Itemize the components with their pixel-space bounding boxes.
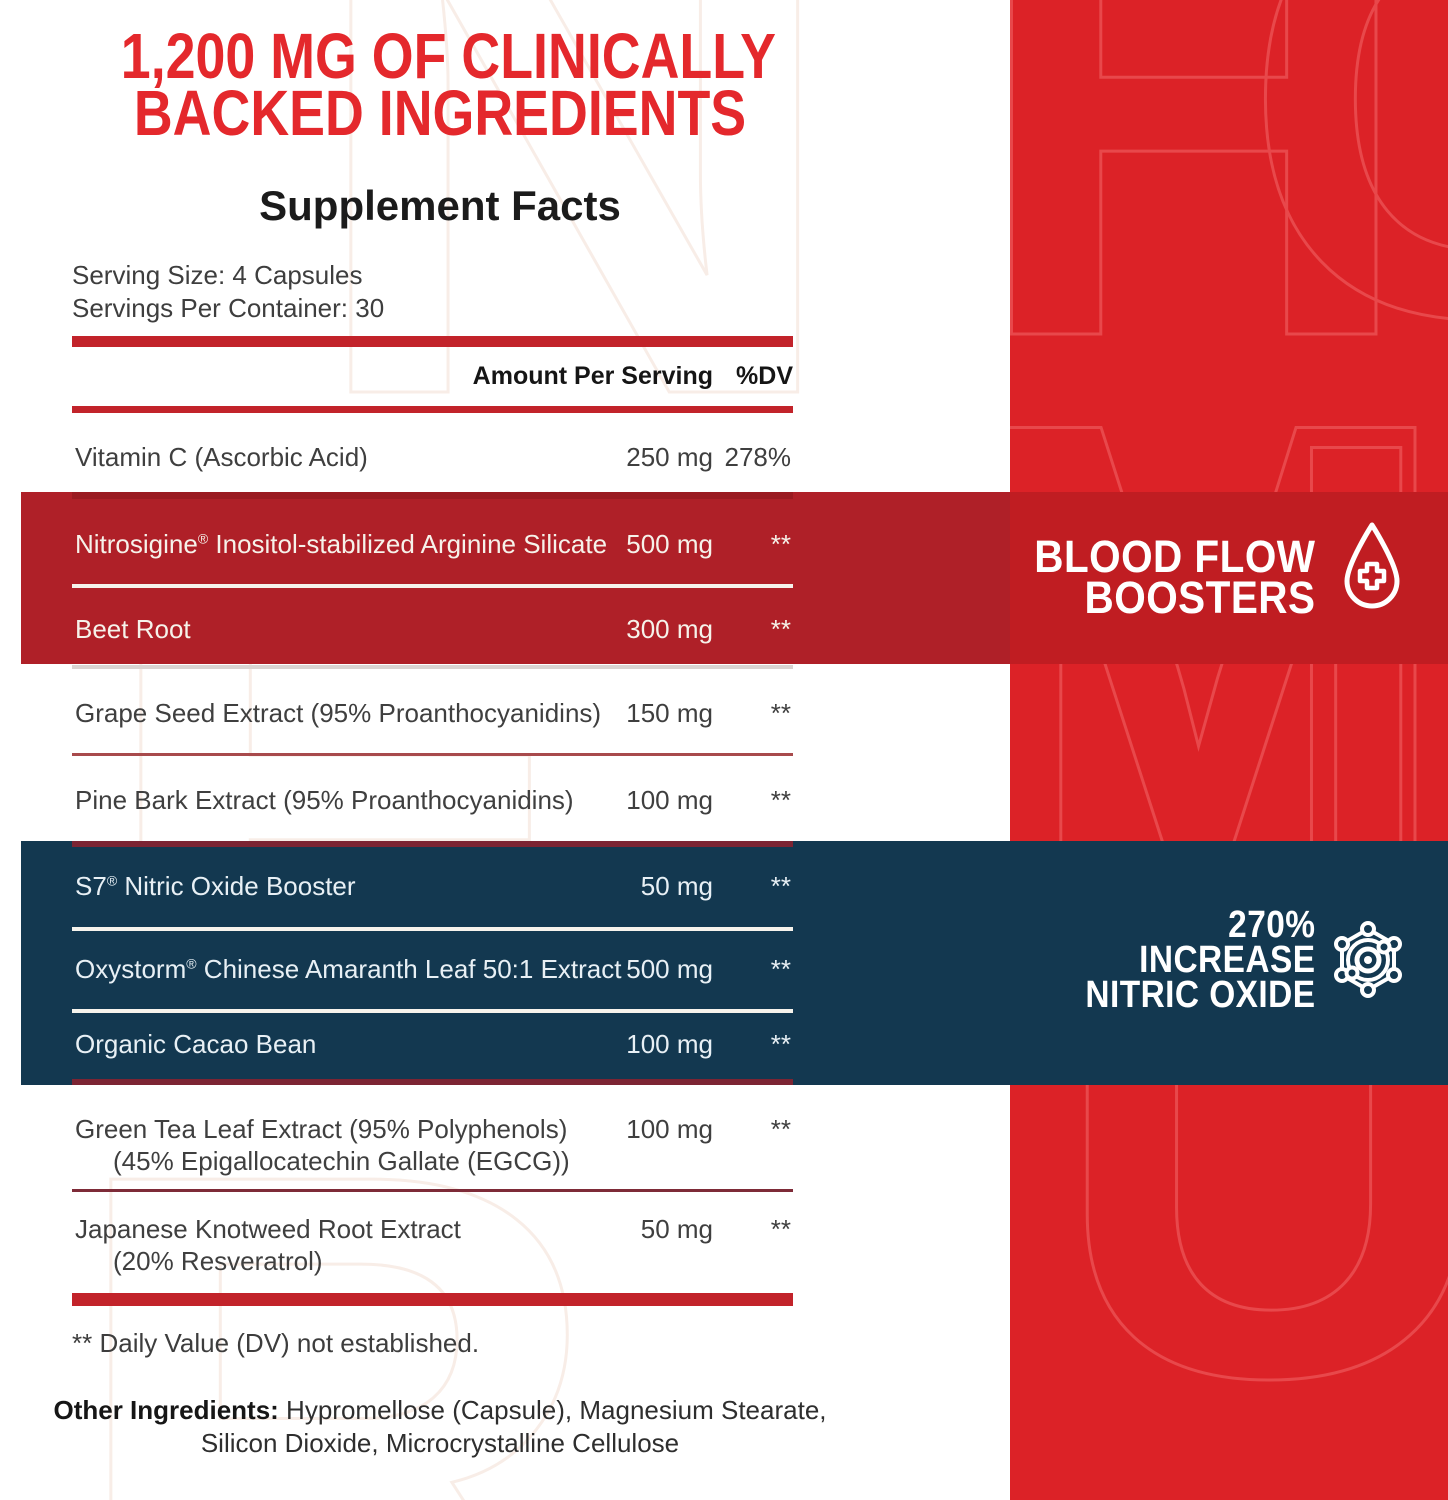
ingredient-name: Japanese Knotweed Root Extract xyxy=(75,1214,461,1244)
ingredient-amount: 300 mg xyxy=(626,614,713,644)
divider-white-line xyxy=(72,1009,793,1013)
ingredient-name: S7® Nitric Oxide Booster xyxy=(75,871,356,901)
ingredient-dv: ** xyxy=(770,785,791,815)
ingredient-dv: 278% xyxy=(724,442,792,472)
ingredient-subtext: (45% Epigallocatechin Gallate (EGCG)) xyxy=(113,1146,570,1176)
page-title-line2: BACKED INGREDIENTS xyxy=(133,77,747,149)
ingredient-amount: 100 mg xyxy=(626,1114,713,1144)
serving-size: Serving Size: 4 Capsules xyxy=(72,260,363,290)
nitric-oxide-band xyxy=(21,841,1448,1085)
table-row: S7® Nitric Oxide Booster 50 mg ** xyxy=(75,871,793,902)
ingredient-name: Grape Seed Extract (95% Proanthocyanidin… xyxy=(75,698,601,728)
ingredient-amount: 500 mg xyxy=(626,954,713,984)
servings-per-container: Servings Per Container: 30 xyxy=(72,293,385,323)
ingredient-name-text: Japanese Knotweed Root Extract xyxy=(75,1214,461,1244)
divider-thin-maroon-line xyxy=(72,1189,793,1192)
ingredient-amount: 150 mg xyxy=(626,698,713,728)
ingredient-amount: 500 mg xyxy=(626,529,713,559)
other-ingredients-text: Hypromellose (Capsule), Magnesium Steara… xyxy=(200,1395,827,1458)
ingredient-dv: ** xyxy=(770,529,791,559)
page-title: 1,200 MG OF CLINICALLY BACKED INGREDIENT… xyxy=(120,20,776,149)
ingredient-dv: ** xyxy=(770,614,791,644)
divider-maroon-line xyxy=(72,1079,793,1085)
ingredient-name: Pine Bark Extract (95% Proanthocyanidins… xyxy=(75,785,574,815)
ingredient-name-rest: Nitric Oxide Booster xyxy=(117,871,356,901)
divider-white-line xyxy=(72,927,793,931)
ingredient-name: Green Tea Leaf Extract (95% Polyphenols) xyxy=(75,1114,567,1144)
ingredient-name-text: Organic Cacao Bean xyxy=(75,1029,317,1059)
ingredient-amount: 250 mg xyxy=(626,442,713,472)
ingredient-dv: ** xyxy=(770,698,791,728)
ingredient-dv: ** xyxy=(770,1114,791,1144)
band-column-overlay xyxy=(1010,492,1448,664)
ingredient-name-text: Vitamin C (Ascorbic Acid) xyxy=(75,442,368,472)
ingredient-name-text: Grape Seed Extract (95% Proanthocyanidin… xyxy=(75,698,602,728)
ingredient-dv: ** xyxy=(770,954,791,984)
ingredient-name: Organic Cacao Bean xyxy=(75,1029,316,1059)
divider-mid-bar xyxy=(72,406,793,413)
ingredient-name: Beet Root xyxy=(75,614,191,644)
nitric-oxide-line3: NITRIC OXIDE xyxy=(1084,974,1315,1016)
daily-value-footnote: ** Daily Value (DV) not established. xyxy=(72,1328,480,1358)
ingredient-amount: 100 mg xyxy=(626,1029,713,1059)
ingredient-name-text: Nitrosigine xyxy=(75,529,198,559)
ingredient-dv: ** xyxy=(770,871,791,901)
band-shadow-line xyxy=(72,665,793,669)
table-row: Beet Root 300 mg ** xyxy=(75,614,793,645)
ingredient-amount: 100 mg xyxy=(626,785,713,815)
divider-maroon-line xyxy=(72,841,793,847)
table-row: Oxystorm® Chinese Amaranth Leaf 50:1 Ext… xyxy=(75,954,793,985)
blood-drop-icon xyxy=(1344,522,1400,609)
table-row: Vitamin C (Ascorbic Acid) 250 mg 278% xyxy=(75,442,793,473)
ingredient-name-text: Green Tea Leaf Extract (95% Polyphenols) xyxy=(75,1114,568,1144)
ingredient-dv: ** xyxy=(770,1214,791,1244)
blood-flow-line2: BOOSTERS xyxy=(1084,572,1315,623)
ingredient-name-text: S7 xyxy=(75,871,107,901)
blood-flow-band xyxy=(21,492,1448,664)
ingredient-amount: 50 mg xyxy=(640,871,713,901)
registered-mark: ® xyxy=(186,955,197,972)
nitric-oxide-molecule-icon xyxy=(1334,921,1402,998)
other-ingredients-label: Other Ingredients: xyxy=(53,1395,279,1425)
nitric-oxide-panel-title: 270% INCREASE NITRIC OXIDE xyxy=(1084,904,1315,1016)
ingredient-name-text: Oxystorm xyxy=(75,954,187,984)
ingredient-subtext: (20% Resveratrol) xyxy=(113,1246,323,1276)
page-title-line1: 1,200 MG OF CLINICALLY xyxy=(120,20,776,92)
column-header-dv: %DV xyxy=(736,362,793,390)
divider-white-line xyxy=(72,584,793,588)
registered-mark: ® xyxy=(106,872,118,889)
ingredient-name-rest: Inositol-stabilized Arginine Silicate xyxy=(208,529,608,559)
divider-bottom-bar xyxy=(72,1293,793,1306)
divider-thin-red-line xyxy=(72,753,793,756)
divider-dark-red-line xyxy=(72,492,793,499)
table-row: Pine Bark Extract (95% Proanthocyanidins… xyxy=(75,785,793,816)
ingredient-name-rest: Chinese Amaranth Leaf 50:1 Extract xyxy=(196,954,622,984)
nitric-oxide-line2: INCREASE xyxy=(1138,939,1315,981)
nitric-oxide-line1: 270% xyxy=(1227,904,1315,946)
blood-flow-panel-title: BLOOD FLOW BOOSTERS xyxy=(1033,531,1315,623)
ingredient-dv: ** xyxy=(770,1029,791,1059)
table-row: Grape Seed Extract (95% Proanthocyanidin… xyxy=(75,698,793,729)
registered-mark: ® xyxy=(197,530,209,547)
supplement-facts-heading: Supplement Facts xyxy=(259,182,621,229)
table-row: Organic Cacao Bean 100 mg ** xyxy=(75,1029,793,1060)
ingredient-name-text: Pine Bark Extract (95% Proanthocyanidins… xyxy=(75,785,574,815)
table-row: Nitrosigine® Inositol-stabilized Arginin… xyxy=(75,529,793,560)
table-row: Japanese Knotweed Root Extract 50 mg ** xyxy=(75,1214,793,1245)
blood-flow-line1: BLOOD FLOW xyxy=(1033,531,1315,582)
ingredient-name: Vitamin C (Ascorbic Acid) xyxy=(75,442,368,472)
ingredient-name-text: Beet Root xyxy=(75,614,191,644)
table-row: Green Tea Leaf Extract (95% Polyphenols)… xyxy=(75,1114,793,1145)
column-header-amount: Amount Per Serving xyxy=(472,362,713,390)
ingredient-name: Oxystorm® Chinese Amaranth Leaf 50:1 Ext… xyxy=(75,954,621,984)
divider-thick-bar xyxy=(72,336,793,347)
ingredient-amount: 50 mg xyxy=(640,1214,713,1244)
other-ingredients: Other Ingredients: Hypromellose (Capsule… xyxy=(50,1394,830,1460)
ingredient-name: Nitrosigine® Inositol-stabilized Arginin… xyxy=(75,529,607,559)
